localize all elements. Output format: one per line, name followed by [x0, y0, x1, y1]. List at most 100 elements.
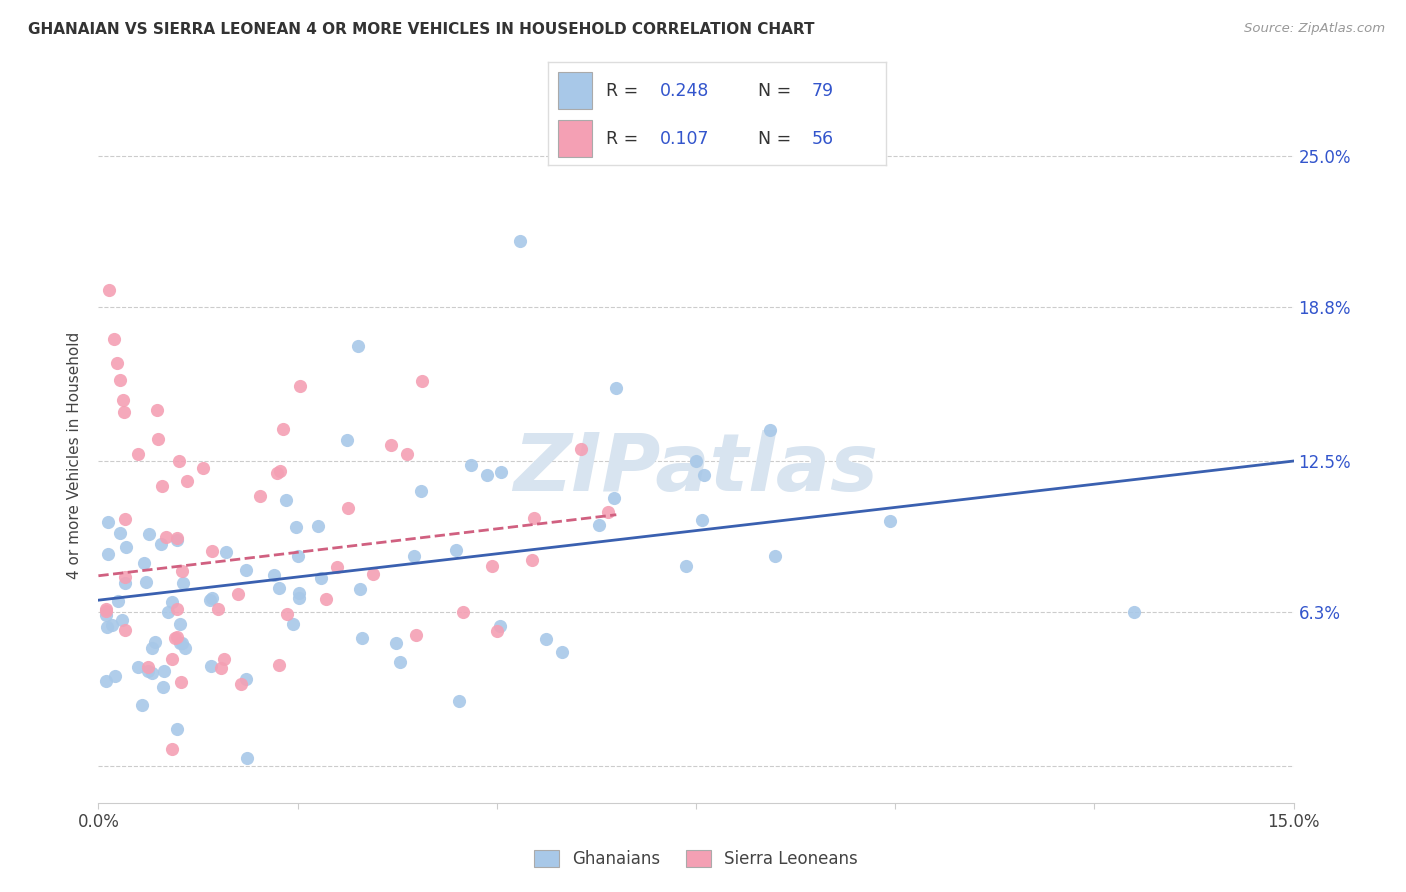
Point	[112, 392, 135, 407]
Point	[690, 513, 713, 527]
Y-axis label: 4 or more Vehicles in Household: 4 or more Vehicles in Household	[67, 331, 83, 579]
Point	[491, 465, 513, 479]
Point	[485, 624, 508, 638]
Point	[96, 673, 118, 688]
Point	[267, 581, 290, 595]
Point	[402, 549, 425, 563]
Point	[389, 655, 412, 669]
Point	[509, 235, 531, 249]
Point	[309, 571, 332, 585]
Text: Source: ZipAtlas.com: Source: ZipAtlas.com	[1244, 22, 1385, 36]
Point	[276, 607, 298, 621]
Point	[172, 576, 194, 591]
Point	[166, 533, 188, 547]
Point	[405, 628, 427, 642]
Point	[176, 475, 198, 489]
Point	[108, 525, 131, 540]
Point	[97, 516, 120, 530]
Point	[453, 605, 475, 619]
Point	[385, 635, 408, 649]
Point	[269, 463, 291, 477]
Point	[489, 618, 512, 632]
Bar	[558, 120, 592, 157]
Text: 79: 79	[811, 82, 834, 100]
Point	[287, 591, 309, 605]
Point	[127, 447, 149, 461]
Point	[460, 458, 482, 472]
Point	[173, 641, 195, 656]
Point	[605, 381, 627, 395]
Point	[201, 591, 224, 606]
Point	[167, 454, 190, 468]
Point	[143, 635, 166, 649]
Point	[160, 651, 183, 665]
Text: 56: 56	[811, 130, 834, 148]
Point	[150, 479, 173, 493]
Point	[693, 467, 716, 482]
Point	[444, 542, 467, 557]
Point	[411, 374, 433, 388]
Point	[596, 505, 619, 519]
Point	[588, 518, 610, 533]
Point	[169, 617, 191, 632]
Point	[127, 660, 149, 674]
Point	[166, 531, 188, 545]
Point	[114, 623, 136, 637]
Point	[146, 432, 169, 446]
Point	[110, 374, 132, 388]
Point	[160, 594, 183, 608]
Point	[105, 356, 128, 370]
Point	[136, 664, 159, 678]
Point	[229, 676, 252, 690]
Point	[307, 518, 329, 533]
Point	[135, 574, 157, 589]
Point	[153, 665, 176, 679]
Text: N =: N =	[758, 130, 796, 148]
Point	[551, 645, 574, 659]
Point	[138, 527, 160, 541]
Point	[759, 423, 782, 437]
Point	[763, 549, 786, 563]
Legend: Ghanaians, Sierra Leoneans: Ghanaians, Sierra Leoneans	[527, 843, 865, 874]
Point	[350, 631, 373, 645]
Point	[98, 283, 121, 297]
Point	[138, 660, 160, 674]
Point	[193, 461, 215, 475]
Point	[96, 620, 118, 634]
Point	[141, 641, 163, 656]
Point	[100, 618, 122, 632]
Point	[170, 675, 193, 690]
Point	[336, 433, 359, 447]
Point	[166, 722, 188, 736]
Point	[112, 405, 135, 419]
Point	[274, 492, 297, 507]
Point	[201, 544, 224, 558]
Text: R =: R =	[606, 130, 644, 148]
Point	[315, 592, 337, 607]
Point	[347, 339, 370, 353]
Point	[160, 742, 183, 756]
Point	[1123, 606, 1146, 620]
Text: R =: R =	[606, 82, 644, 100]
Point	[603, 491, 626, 506]
Point	[481, 559, 503, 574]
Point	[172, 636, 194, 650]
Point	[198, 592, 221, 607]
Point	[200, 658, 222, 673]
Point	[169, 636, 191, 650]
Point	[215, 545, 238, 559]
Point	[569, 442, 592, 457]
Point	[879, 515, 901, 529]
Point	[380, 438, 402, 452]
Point	[107, 594, 129, 608]
Point	[149, 537, 172, 551]
Point	[520, 553, 543, 567]
Point	[207, 601, 229, 615]
Point	[114, 570, 136, 584]
Point	[235, 751, 257, 765]
Point	[411, 483, 433, 498]
Text: ZIPatlas: ZIPatlas	[513, 430, 879, 508]
Point	[155, 530, 177, 544]
Point	[96, 602, 118, 616]
Text: 0.248: 0.248	[659, 82, 709, 100]
